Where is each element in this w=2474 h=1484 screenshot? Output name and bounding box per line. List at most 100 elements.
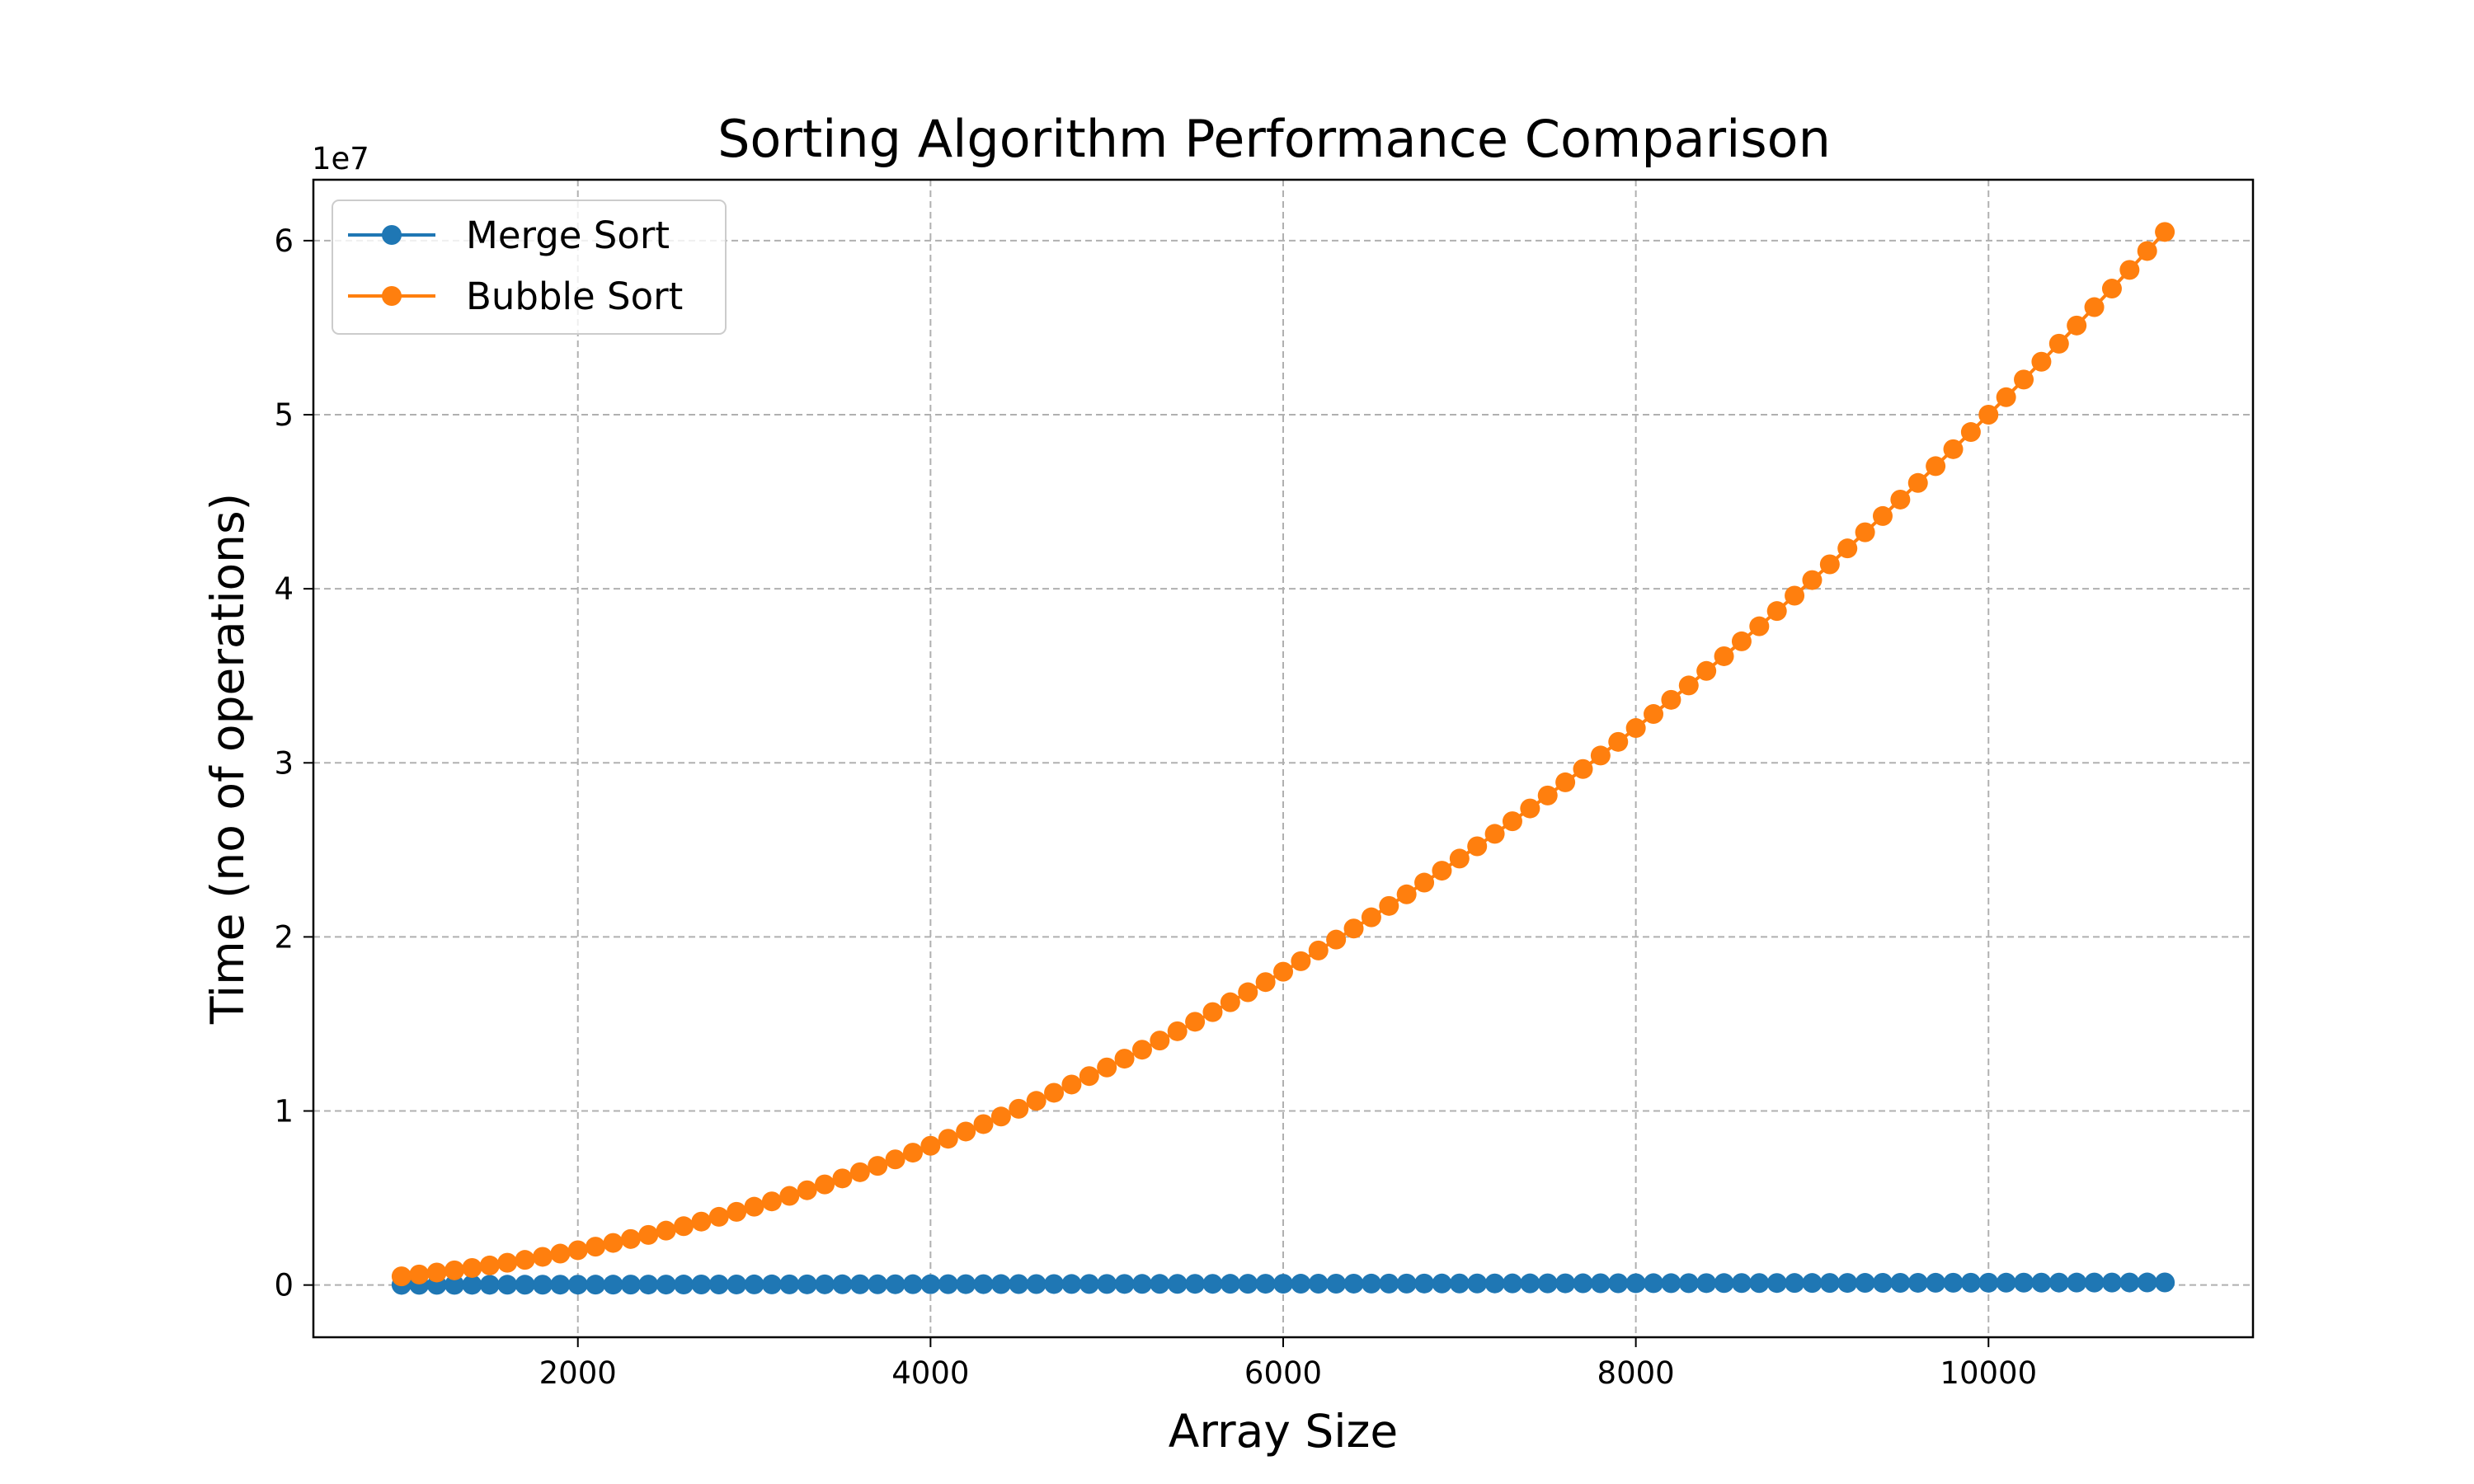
y-tick-label: 2 (274, 919, 294, 955)
data-point-bubble-sort (2101, 279, 2122, 299)
data-point-merge-sort (1361, 1273, 1381, 1294)
legend-marker-merge-sort (382, 225, 402, 245)
data-point-bubble-sort (1432, 861, 1452, 881)
data-point-bubble-sort (1872, 505, 1893, 526)
y-axis-label: Time (no of operations) (201, 493, 254, 1025)
data-point-bubble-sort (815, 1174, 835, 1195)
data-point-merge-sort (691, 1275, 712, 1295)
data-point-merge-sort (1520, 1273, 1540, 1294)
data-point-bubble-sort (1678, 675, 1699, 696)
data-point-merge-sort (2084, 1272, 2105, 1293)
legend-marker-bubble-sort (382, 286, 402, 306)
x-tick-label: 10000 (1940, 1355, 2037, 1391)
data-point-merge-sort (815, 1274, 835, 1294)
data-point-merge-sort (708, 1274, 729, 1294)
data-point-bubble-sort (990, 1106, 1011, 1127)
data-point-merge-sort (990, 1274, 1011, 1294)
data-point-bubble-sort (1467, 836, 1488, 857)
data-point-merge-sort (1308, 1274, 1329, 1294)
data-point-bubble-sort (1766, 601, 1787, 622)
data-point-bubble-sort (1573, 758, 1593, 779)
data-point-merge-sort (2031, 1272, 2052, 1293)
data-point-merge-sort (1449, 1273, 1470, 1294)
data-point-bubble-sort (1661, 689, 1681, 710)
y-tick-label: 1 (274, 1094, 294, 1129)
data-point-merge-sort (1291, 1274, 1311, 1294)
data-point-bubble-sort (550, 1243, 571, 1264)
data-point-bubble-sort (1291, 951, 1311, 971)
data-point-bubble-sort (444, 1260, 465, 1280)
data-point-merge-sort (2048, 1272, 2069, 1293)
data-point-bubble-sort (391, 1266, 412, 1287)
data-point-bubble-sort (1907, 472, 1928, 493)
data-point-bubble-sort (567, 1240, 588, 1261)
data-point-merge-sort (1855, 1273, 1875, 1294)
series-merge-sort (391, 1272, 2175, 1295)
data-point-merge-sort (586, 1275, 606, 1295)
data-point-bubble-sort (2155, 222, 2175, 242)
data-point-bubble-sort (744, 1196, 764, 1217)
data-point-merge-sort (1009, 1274, 1029, 1294)
data-point-bubble-sort (1819, 554, 1840, 575)
data-point-bubble-sort (1696, 660, 1717, 681)
legend-item-merge-sort: Merge Sort (348, 214, 670, 257)
data-point-bubble-sort (1238, 982, 1258, 1003)
data-point-merge-sort (1114, 1274, 1135, 1294)
data-point-merge-sort (444, 1275, 465, 1295)
legend-label-bubble-sort: Bubble Sort (466, 275, 683, 318)
x-tick-label: 2000 (539, 1355, 617, 1391)
data-point-merge-sort (744, 1274, 764, 1294)
data-point-merge-sort (567, 1275, 588, 1295)
data-point-merge-sort (1396, 1273, 1417, 1294)
data-point-merge-sort (1555, 1273, 1576, 1294)
data-point-bubble-sort (868, 1156, 888, 1176)
data-point-merge-sort (938, 1274, 958, 1294)
data-point-bubble-sort (1802, 570, 1823, 590)
data-point-merge-sort (1714, 1273, 1734, 1294)
data-point-merge-sort (1044, 1274, 1065, 1294)
legend: Merge Sort Bubble Sort (332, 200, 727, 335)
data-point-bubble-sort (638, 1224, 659, 1245)
data-point-merge-sort (532, 1275, 553, 1295)
data-point-merge-sort (1608, 1273, 1629, 1294)
data-point-merge-sort (1678, 1273, 1699, 1294)
x-tick-label: 6000 (1244, 1355, 1322, 1391)
series-bubble-sort (391, 222, 2175, 1287)
data-point-merge-sort (1061, 1274, 1082, 1294)
data-point-merge-sort (973, 1274, 994, 1294)
data-point-merge-sort (797, 1274, 817, 1294)
y-tick-label: 0 (274, 1268, 294, 1303)
data-point-bubble-sort (1185, 1012, 1206, 1032)
data-point-merge-sort (1202, 1274, 1223, 1294)
data-point-bubble-sort (1608, 731, 1629, 752)
data-point-merge-sort (1343, 1273, 1364, 1294)
data-point-merge-sort (1537, 1273, 1558, 1294)
data-point-bubble-sort (1943, 439, 1964, 459)
data-point-bubble-sort (1167, 1021, 1188, 1041)
data-point-bubble-sort (1079, 1066, 1099, 1087)
data-point-merge-sort (1432, 1273, 1452, 1294)
data-point-bubble-sort (1131, 1040, 1152, 1060)
data-point-merge-sort (1255, 1274, 1276, 1294)
data-point-merge-sort (638, 1275, 659, 1295)
data-point-merge-sort (2014, 1272, 2034, 1293)
data-point-merge-sort (1484, 1273, 1505, 1294)
data-point-bubble-sort (727, 1201, 747, 1222)
data-point-bubble-sort (586, 1237, 606, 1257)
data-point-merge-sort (2137, 1272, 2157, 1293)
grid-lines (313, 180, 2253, 1337)
data-point-bubble-sort (1837, 538, 1858, 559)
data-point-bubble-sort (902, 1143, 923, 1163)
data-point-bubble-sort (1255, 972, 1276, 993)
data-point-merge-sort (2155, 1272, 2175, 1293)
data-point-bubble-sort (1855, 522, 1875, 542)
data-point-merge-sort (1467, 1273, 1488, 1294)
data-point-bubble-sort (1625, 718, 1646, 739)
data-point-bubble-sort (832, 1168, 853, 1189)
data-point-merge-sort (1185, 1274, 1206, 1294)
data-point-merge-sort (1273, 1274, 1293, 1294)
data-point-merge-sort (2067, 1272, 2087, 1293)
data-point-merge-sort (727, 1274, 747, 1294)
data-point-merge-sort (1573, 1273, 1593, 1294)
data-point-bubble-sort (973, 1114, 994, 1134)
